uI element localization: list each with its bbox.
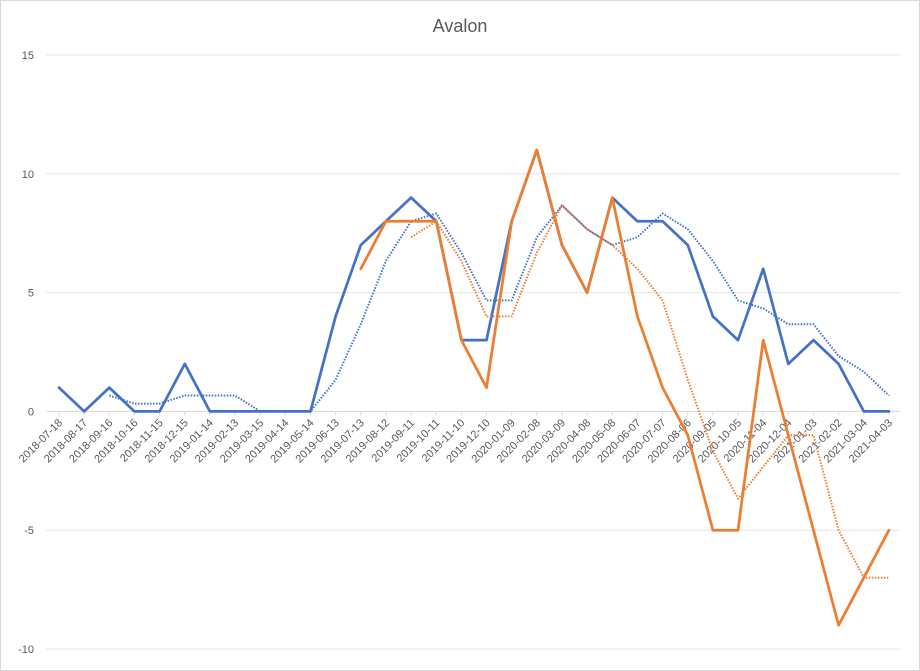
y-tick-label: 0 [28, 406, 34, 418]
y-tick-label: 15 [22, 50, 34, 62]
x-axis: 2018-07-182018-08-172018-09-162018-10-16… [17, 411, 895, 465]
series-line-4 [410, 204, 889, 579]
y-tick-label: 10 [22, 169, 34, 181]
series-lines [57, 148, 891, 627]
y-axis: -10 -5 0 5 10 15 [18, 50, 34, 656]
series-line-1 [57, 148, 891, 413]
series-line-3 [359, 148, 891, 627]
gridlines [46, 54, 900, 650]
y-tick-label: -10 [18, 644, 34, 656]
y-tick-label: -5 [24, 525, 34, 537]
y-tick-label: 5 [28, 288, 34, 300]
chart-title: Avalon [432, 16, 488, 36]
